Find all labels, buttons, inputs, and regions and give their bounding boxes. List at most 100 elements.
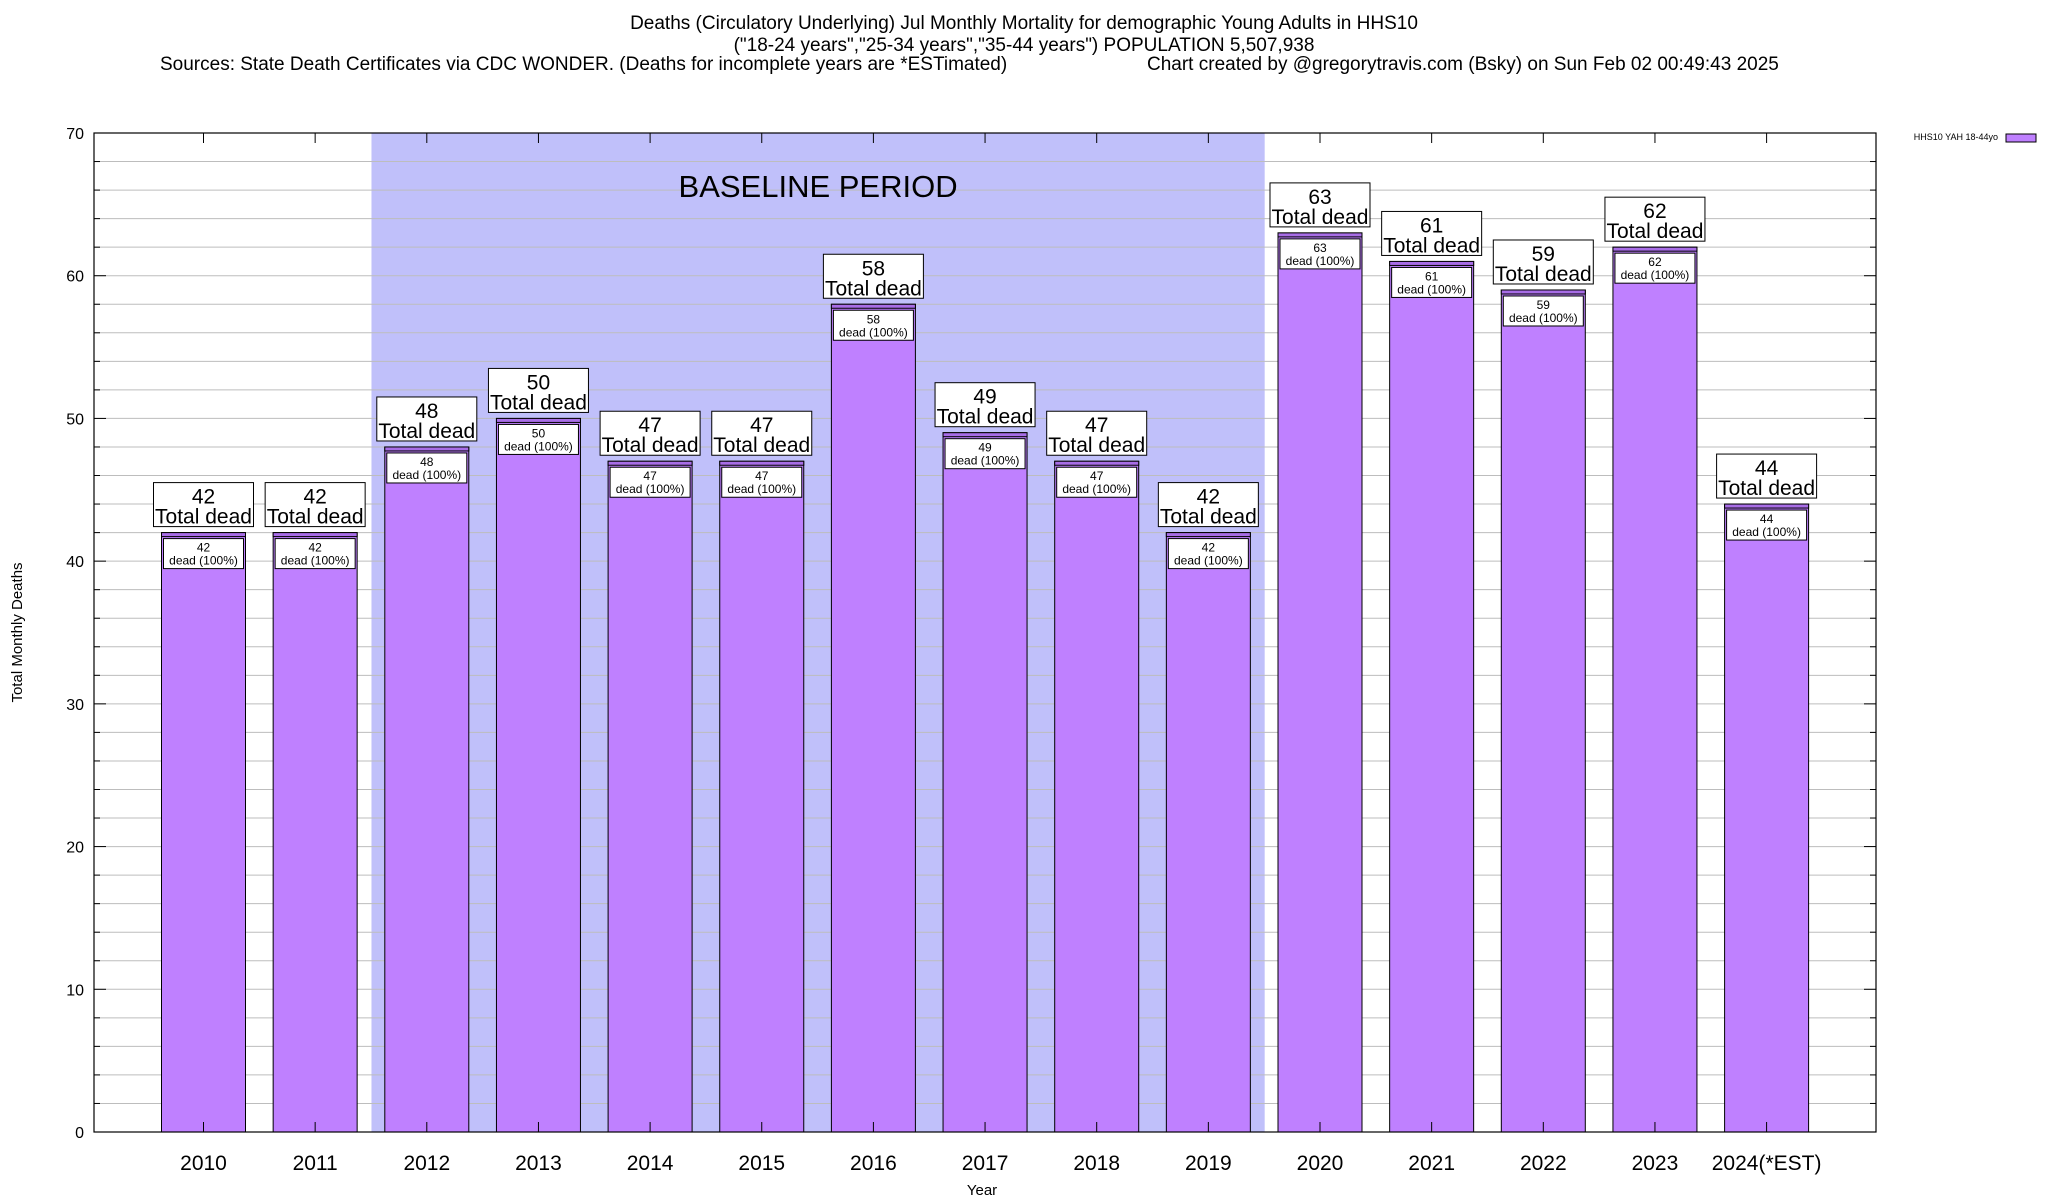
bar-inner-pct-label: dead (100%)	[504, 439, 573, 453]
bar	[161, 532, 246, 1133]
bar-top-band	[161, 532, 246, 538]
bar-inner-label-box	[274, 538, 356, 570]
bar-top-band	[1389, 260, 1475, 266]
bar-inner-label-box	[497, 423, 579, 455]
bar-total-label-box	[1046, 410, 1148, 456]
bar-total-label-box	[1716, 453, 1818, 499]
bar-total-text-label: Total dead	[1160, 506, 1257, 529]
legend-swatch	[2005, 133, 2037, 143]
bar-inner-value-label: 58	[867, 312, 881, 326]
bar	[1389, 260, 1475, 1133]
bar	[607, 460, 693, 1133]
baseline-period-label: BASELINE PERIOD	[679, 169, 958, 204]
x-tick-label: 2023	[1632, 1152, 1679, 1175]
bar-inner-pct-label: dead (100%)	[1621, 268, 1690, 282]
bar-inner-label-box	[944, 438, 1026, 470]
bar-total-text-label: Total dead	[378, 420, 475, 443]
bar-inner-label-box	[832, 309, 914, 341]
bar-total-label-box	[822, 253, 924, 299]
bar-top-band	[1277, 232, 1363, 238]
bar-total-label-box	[153, 482, 254, 528]
bar-inner-pct-label: dead (100%)	[1062, 482, 1131, 496]
bar-total-value-label: 47	[638, 414, 661, 437]
bar-inner-value-label: 63	[1313, 241, 1327, 255]
x-tick-label: 2010	[180, 1152, 227, 1175]
bar-total-text-label: Total dead	[490, 391, 587, 414]
y-axis-label: Total Monthly Deaths	[9, 562, 26, 702]
bar-total-label-box	[711, 410, 813, 456]
bar-total-text-label: Total dead	[825, 277, 922, 300]
x-tick-label: 2017	[962, 1152, 1009, 1175]
bar-top-band	[942, 432, 1028, 438]
y-tick-label: 70	[66, 126, 84, 143]
bar-total-label-box	[934, 382, 1036, 428]
bar-total-value-label: 63	[1308, 186, 1331, 209]
bar-inner-pct-label: dead (100%)	[1174, 554, 1243, 568]
bar-top-band	[272, 532, 358, 538]
bar-total-value-label: 47	[750, 414, 773, 437]
x-tick-label: 2019	[1185, 1152, 1232, 1175]
bar-total-value-label: 42	[303, 486, 326, 509]
bar-total-label-box	[376, 396, 478, 442]
bar-inner-label-box	[1502, 295, 1584, 327]
bar	[1612, 246, 1698, 1133]
bar-inner-label-box	[1279, 238, 1361, 270]
legend-label: HHS10 YAH 18-44yo	[1914, 132, 1998, 142]
bar-top-band	[1165, 532, 1251, 538]
bar-total-value-label: 62	[1643, 200, 1666, 223]
bar-top-band	[830, 303, 916, 309]
bar-total-value-label: 42	[1197, 486, 1220, 509]
bar-top-band	[1500, 289, 1586, 295]
bar-total-label-box	[1269, 182, 1371, 228]
bar-inner-value-label: 47	[1090, 469, 1104, 483]
bar-total-text-label: Total dead	[1272, 206, 1369, 229]
bar-inner-value-label: 42	[308, 541, 322, 555]
x-tick-label: 2016	[850, 1152, 897, 1175]
bar	[830, 303, 916, 1133]
bar-inner-label-box	[721, 466, 803, 498]
bar-top-band	[495, 417, 581, 423]
x-tick-label: 2021	[1408, 1152, 1455, 1175]
bar-total-text-label: Total dead	[1718, 477, 1815, 500]
y-tick-label: 50	[66, 411, 84, 428]
bar	[1277, 232, 1363, 1133]
bar-inner-pct-label: dead (100%)	[281, 554, 350, 568]
x-tick-label: 2024(*EST)	[1712, 1152, 1822, 1175]
bar-total-text-label: Total dead	[1048, 434, 1145, 457]
bar-inner-label-box	[386, 452, 468, 484]
bar-inner-value-label: 62	[1648, 255, 1662, 269]
bar	[495, 417, 581, 1133]
y-tick-label: 40	[66, 554, 84, 571]
bar	[942, 432, 1028, 1133]
bar	[384, 446, 470, 1133]
bar-top-band	[384, 446, 470, 452]
bar	[1054, 460, 1140, 1133]
bar-inner-value-label: 49	[978, 441, 992, 455]
bar	[1724, 503, 1810, 1133]
x-tick-label: 2011	[293, 1152, 338, 1175]
bar-inner-value-label: 44	[1760, 512, 1774, 526]
bar-inner-value-label: 48	[420, 455, 434, 469]
bar	[719, 460, 805, 1133]
bar-total-value-label: 44	[1755, 457, 1779, 480]
bar-inner-label-box	[1167, 538, 1249, 570]
bar-total-value-label: 42	[192, 486, 215, 509]
bar-total-label-box	[1381, 210, 1483, 256]
bar-inner-pct-label: dead (100%)	[1732, 525, 1801, 539]
bar-inner-label-box	[609, 466, 691, 498]
x-tick-label: 2012	[403, 1152, 450, 1175]
bar-total-value-label: 50	[527, 371, 550, 394]
bar	[272, 532, 358, 1133]
bar-inner-value-label: 50	[532, 426, 546, 440]
bar-total-label-box	[487, 367, 589, 413]
x-tick-label: 2013	[515, 1152, 562, 1175]
bar-inner-pct-label: dead (100%)	[616, 482, 685, 496]
bar-inner-pct-label: dead (100%)	[727, 482, 796, 496]
bar-total-text-label: Total dead	[602, 434, 699, 457]
plot-frame	[93, 132, 1877, 1133]
bar-total-value-label: 47	[1085, 414, 1108, 437]
bar-inner-label-box	[163, 538, 244, 570]
bar-inner-pct-label: dead (100%)	[951, 454, 1020, 468]
bar-total-value-label: 49	[973, 386, 996, 409]
bar-inner-label-box	[1391, 266, 1473, 298]
